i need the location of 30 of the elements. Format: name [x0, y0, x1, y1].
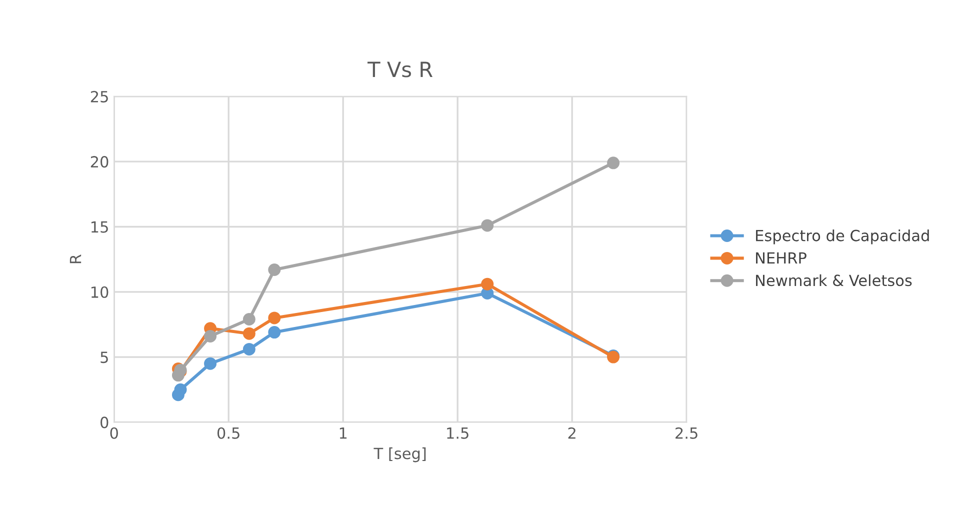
x-tick-label: 1 — [340, 428, 347, 439]
y-tick-label: 5 — [100, 352, 108, 364]
chart-title: T Vs R — [368, 62, 433, 78]
point — [268, 263, 281, 276]
point — [607, 156, 620, 170]
y-axis-title: R — [70, 254, 82, 264]
legend-label: Espectro de Capacidad — [756, 230, 929, 244]
x-tick-label: 1.5 — [447, 428, 468, 439]
point — [481, 278, 494, 290]
point — [268, 312, 281, 324]
point — [242, 313, 256, 326]
x-axis-title: T [seg] — [374, 447, 426, 462]
point — [204, 330, 217, 342]
x-tick-label: 0 — [110, 427, 118, 439]
x-tick-label: 2 — [568, 427, 576, 439]
point — [242, 327, 256, 340]
y-tick-label: 25 — [90, 90, 108, 102]
point — [481, 219, 494, 232]
x-tick-label: 2.5 — [676, 427, 698, 439]
y-tick-label: 20 — [90, 156, 108, 168]
x-tick-label: 0.5 — [217, 427, 240, 439]
point — [268, 326, 281, 339]
point — [204, 357, 217, 370]
legend-label: Newmark & Veletsos — [756, 274, 912, 286]
point — [174, 383, 187, 396]
y-tick-label: 15 — [91, 221, 108, 233]
y-tick-label: 0 — [100, 416, 108, 428]
legend-label: NEHRP — [756, 252, 806, 264]
point — [242, 342, 256, 356]
y-tick-label: 10 — [91, 286, 108, 298]
